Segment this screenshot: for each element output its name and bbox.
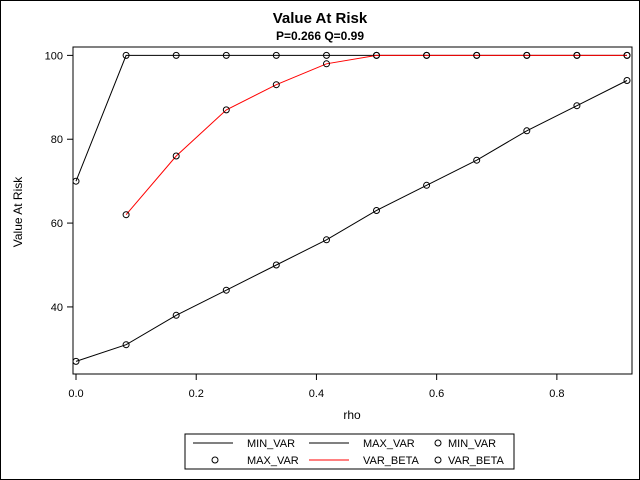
series-point-min-var <box>623 77 631 84</box>
legend-item: MAX_VAR <box>309 438 415 450</box>
series-point-min-var <box>423 181 431 189</box>
series-point-var-beta <box>122 211 130 219</box>
series-line-min-var <box>75 80 628 362</box>
series-point-min-var <box>573 102 581 110</box>
series-point-max-var <box>222 51 230 59</box>
series-point-var-beta <box>473 51 481 59</box>
legend-label: VAR_BETA <box>448 455 504 467</box>
series-point-min-var <box>122 341 130 349</box>
x-tick-label: 0.6 <box>429 388 444 400</box>
series-point-min-var <box>222 286 230 294</box>
series-point-var-beta <box>423 51 431 59</box>
y-tick-label: 60 <box>51 218 63 230</box>
legend-label: MAX_VAR <box>247 455 299 467</box>
chart-subtitle: P=0.266 Q=0.99 <box>275 29 365 43</box>
series-point-max-var <box>323 51 330 59</box>
legend-label: MAX_VAR <box>363 438 415 450</box>
legend-item: MIN_VAR <box>193 438 295 450</box>
plot-area <box>72 46 633 375</box>
x-axis-label: rho <box>343 408 361 422</box>
series-line-var-beta <box>125 54 627 216</box>
legend-label: MIN_VAR <box>247 438 295 450</box>
legend-item: VAR_BETA <box>434 455 504 467</box>
x-tick-label: 0.4 <box>309 388 324 400</box>
legend-label: MIN_VAR <box>448 438 496 450</box>
series-point-var-beta <box>623 51 631 59</box>
series-point-min-var <box>323 236 330 244</box>
series-point-var-beta <box>523 51 531 59</box>
series-point-var-beta <box>172 152 180 160</box>
series-max-var <box>72 51 631 185</box>
series-point-max-var <box>72 177 80 185</box>
x-axis: 0.0 0.2 0.4 0.6 0.8 <box>68 374 565 400</box>
y-tick-label: 40 <box>51 302 63 314</box>
series-point-var-beta <box>323 60 330 68</box>
legend-box <box>184 433 515 470</box>
series-layer <box>72 51 631 365</box>
series-point-min-var <box>473 156 481 164</box>
series-point-var-beta <box>373 51 380 59</box>
series-point-max-var <box>272 51 280 59</box>
legend-marker-swatch <box>211 456 219 464</box>
y-tick-label: 80 <box>51 134 63 146</box>
x-tick-label: 0.0 <box>68 388 83 400</box>
y-axis-label: Value At Risk <box>11 176 25 247</box>
series-point-var-beta <box>272 81 280 89</box>
x-tick-label: 0.8 <box>549 388 564 400</box>
legend-item: VAR_BETA <box>309 455 419 467</box>
series-point-max-var <box>122 51 130 59</box>
legend-item: MIN_VAR <box>434 438 496 450</box>
series-var-beta <box>122 51 631 219</box>
series-point-var-beta <box>222 106 230 114</box>
series-point-var-beta <box>573 51 581 59</box>
series-point-min-var <box>272 261 280 269</box>
series-min-var <box>72 77 631 365</box>
y-axis: 40 60 80 100 <box>45 50 73 314</box>
chart-title: Value At Risk <box>272 10 368 27</box>
legend: MIN_VAR MAX_VAR MIN_VAR MAX_VAR VAR_BETA VAR_… <box>184 433 515 470</box>
series-line-max-var <box>75 54 627 182</box>
legend-marker-swatch <box>434 456 442 464</box>
series-point-min-var <box>72 357 80 365</box>
legend-label: VAR_BETA <box>363 455 419 467</box>
legend-marker-swatch <box>434 439 442 447</box>
series-point-min-var <box>373 207 380 214</box>
y-tick-label: 100 <box>45 50 63 62</box>
x-tick-label: 0.2 <box>189 388 204 400</box>
series-point-min-var <box>523 127 531 135</box>
series-point-min-var <box>172 311 180 319</box>
series-point-max-var <box>172 51 180 59</box>
legend-item: MAX_VAR <box>211 455 299 467</box>
